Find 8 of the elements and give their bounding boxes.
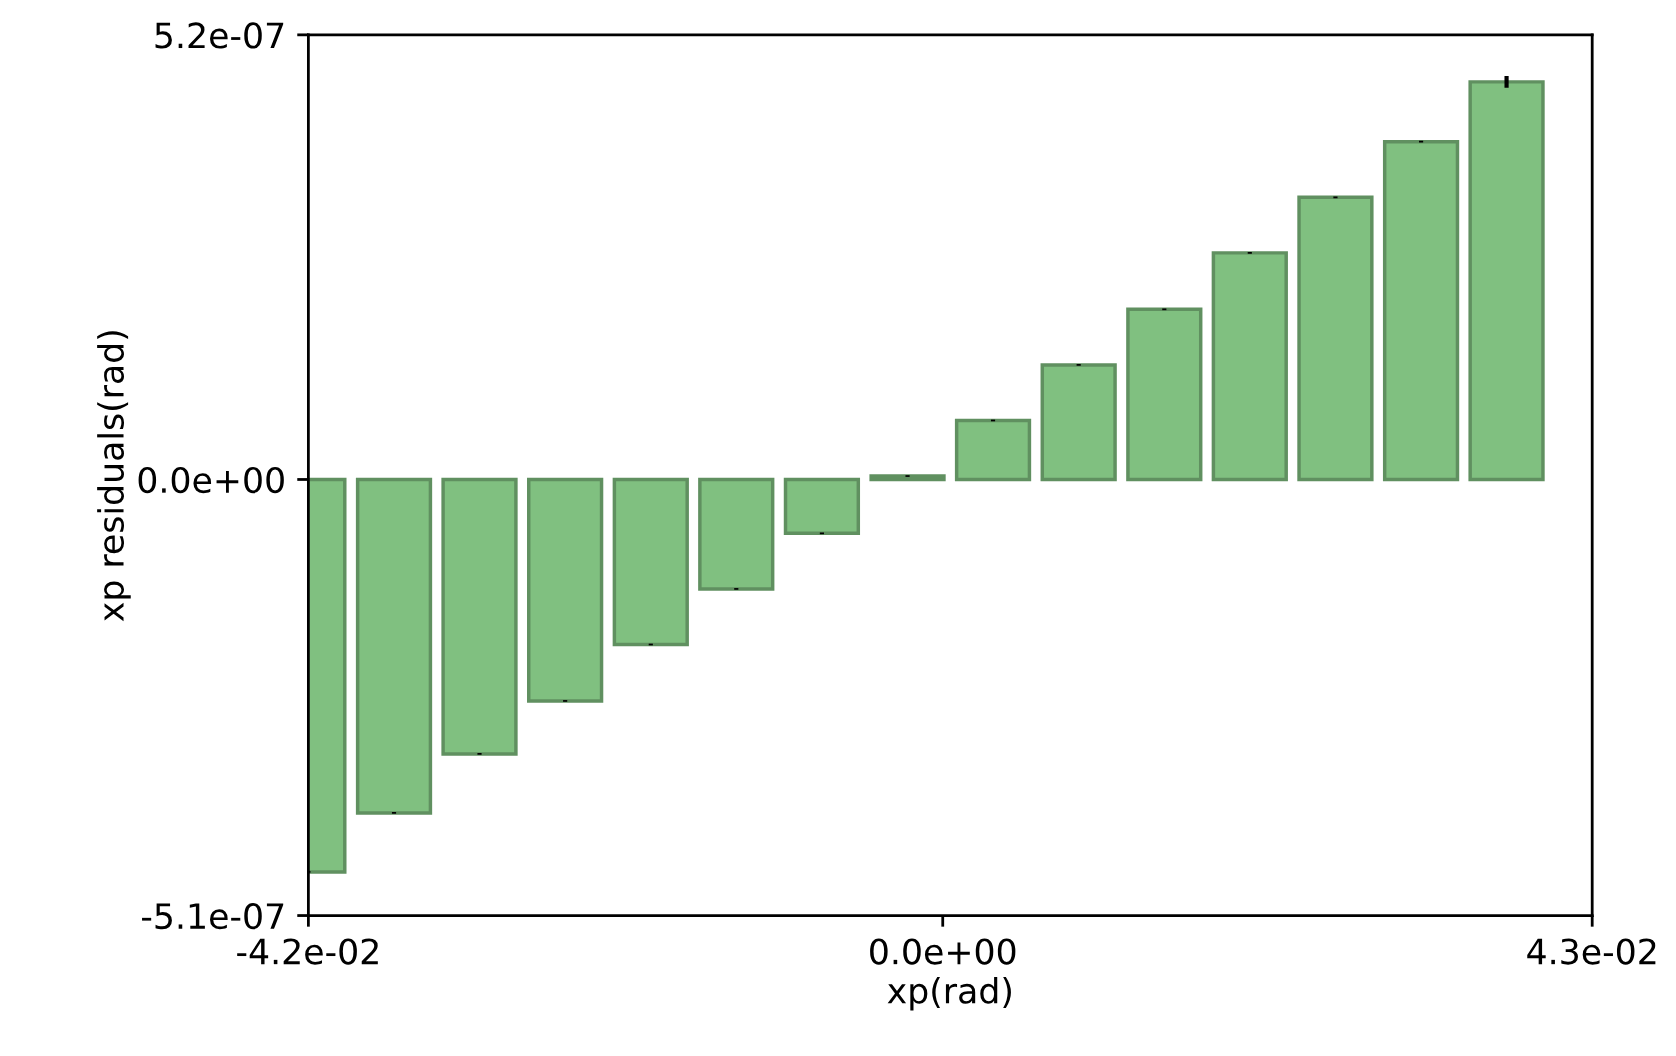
x-tick-label: 0.0e+00 — [870, 938, 1016, 965]
y-tick-label: -5.1e-07 — [142, 902, 284, 930]
x-tick-label: -4.2e-02 — [237, 938, 378, 965]
x-tick-label: 4.3e-02 — [1527, 938, 1656, 965]
y-tick-label: 0.0e+00 — [138, 466, 284, 494]
x-axis-title: xp(rad) — [887, 976, 1011, 1011]
y-axis-title: xp residuals(rad) — [97, 331, 131, 622]
y-tick-label: 5.2e-07 — [155, 22, 284, 49]
